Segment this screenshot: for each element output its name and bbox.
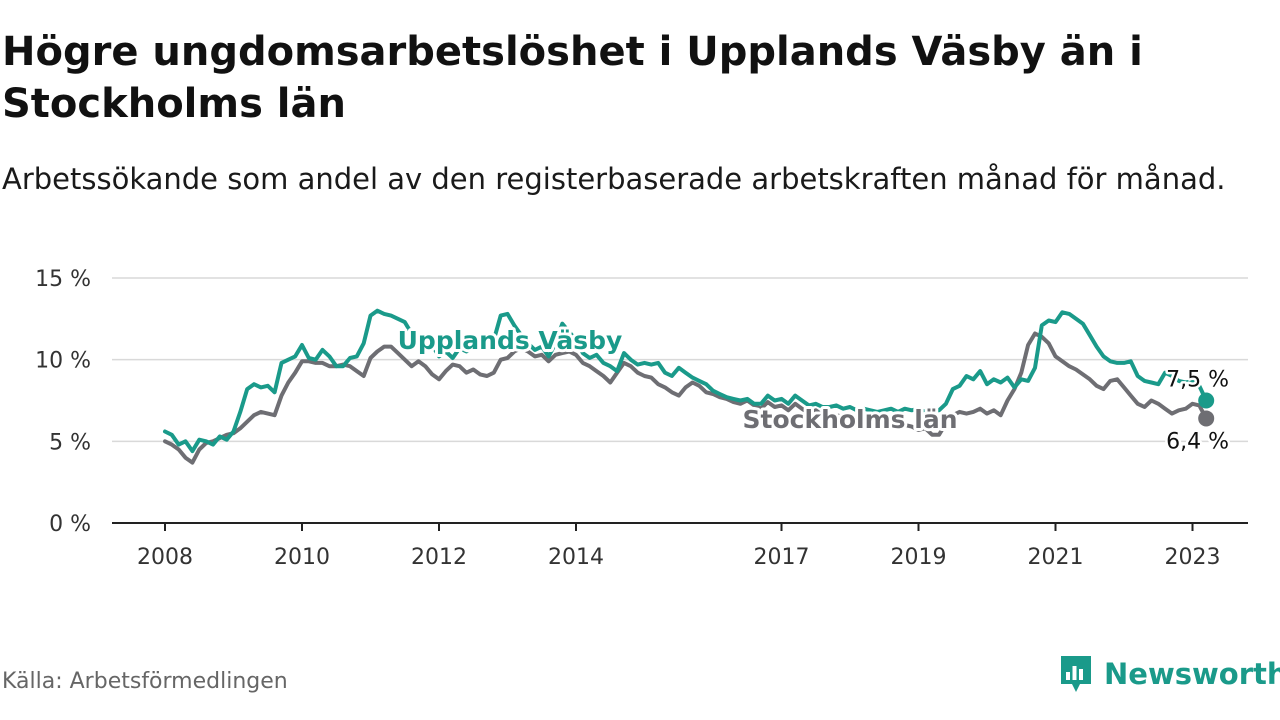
series-label-upplands-väsby: Upplands Väsby <box>398 326 623 355</box>
end-value-label: 6,4 % <box>1166 429 1229 454</box>
x-tick-label: 2008 <box>137 545 193 570</box>
y-tick-label: 5 % <box>49 430 91 455</box>
x-tick-label: 2014 <box>548 545 604 570</box>
x-tick-label: 2023 <box>1165 545 1221 570</box>
source-note: Källa: Arbetsförmedlingen <box>2 669 288 694</box>
series-lines <box>163 308 1215 465</box>
x-tick-label: 2012 <box>411 545 467 570</box>
series-labels: Upplands Väsby Stockholms län 7,5 % 6,4 % <box>395 323 1232 457</box>
y-tick-label: 10 % <box>35 349 91 374</box>
chart-title: Högre ungdomsarbetslöshet i Upplands Väs… <box>2 29 1143 127</box>
end-point-marker <box>1198 410 1215 427</box>
brand-name: Newsworthy <box>1104 657 1280 691</box>
series-label-stockholms-län: Stockholms län <box>743 405 958 434</box>
series-line-upplands-väsby <box>163 308 1209 454</box>
y-tick-label: 0 % <box>49 512 91 537</box>
gridlines <box>112 277 1248 524</box>
end-value-label: 7,5 % <box>1166 368 1229 393</box>
x-tick-label: 2019 <box>891 545 947 570</box>
y-axis-ticks: 0 % 5 % 10 % 15 % <box>35 267 91 537</box>
end-point-marker <box>1198 392 1215 409</box>
x-axis-ticks: 2008 2010 2012 2014 2017 2019 2021 2023 <box>137 523 1221 570</box>
chart-subtitle: Arbetssökande som andel av den registerb… <box>2 162 1226 196</box>
brand-logo[interactable]: Newsworthy <box>1058 654 1280 694</box>
y-tick-label: 15 % <box>35 267 91 292</box>
newsworthy-logo-icon <box>1061 656 1091 692</box>
x-tick-label: 2010 <box>274 545 330 570</box>
x-tick-label: 2017 <box>754 545 810 570</box>
x-tick-label: 2021 <box>1028 545 1084 570</box>
